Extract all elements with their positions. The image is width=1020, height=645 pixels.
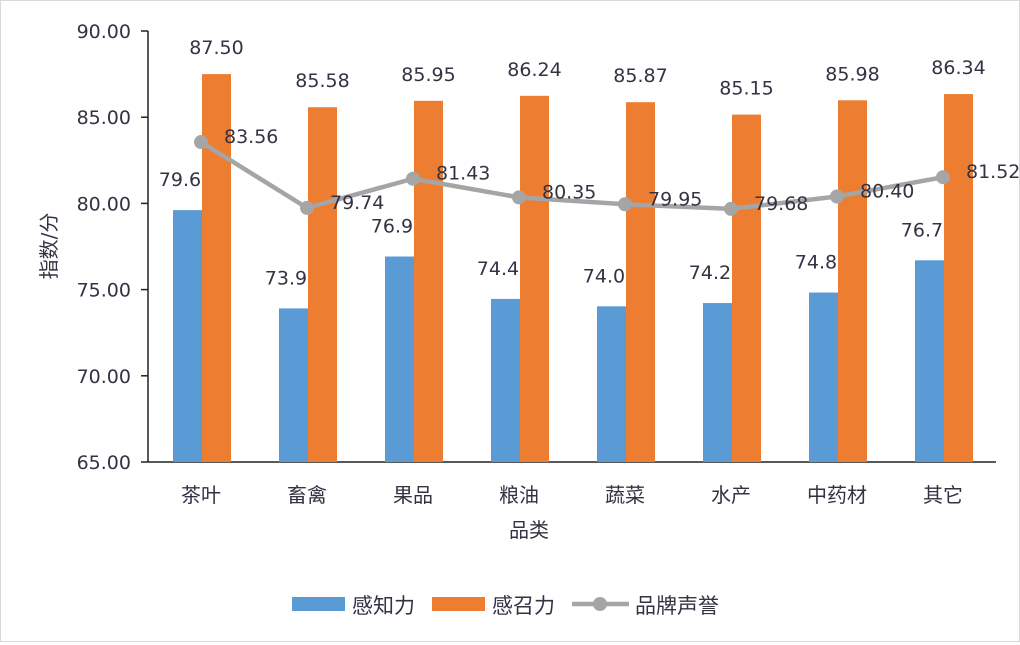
- x-tick-label: 粮油: [499, 483, 539, 507]
- data-label-品牌声誉: 79.95: [648, 188, 702, 210]
- bar-感召力: [732, 114, 761, 462]
- data-label-感知力: 79.61: [159, 169, 213, 191]
- x-tick-label: 果品: [393, 483, 433, 507]
- x-tick-label: 其它: [923, 483, 963, 507]
- bar-感知力: [279, 308, 308, 462]
- data-label-感召力: 85.15: [719, 78, 773, 100]
- y-tick-label: 75.00: [77, 280, 131, 302]
- x-tick-label: 水产: [711, 483, 751, 507]
- legend-swatch-感召力: [432, 597, 485, 611]
- y-tick-label: 80.00: [77, 193, 131, 215]
- line-point-品牌声誉: [830, 189, 844, 204]
- data-label-感召力: 87.50: [189, 37, 243, 59]
- bar-感召力: [520, 95, 549, 463]
- legend-marker-品牌声誉: [593, 597, 607, 611]
- data-label-品牌声誉: 80.35: [542, 181, 596, 203]
- legend-label-品牌声誉: 品牌声誉: [635, 594, 719, 618]
- data-label-感知力: 74.46: [477, 258, 531, 280]
- bar-感召力: [944, 94, 973, 463]
- line-point-品牌声誉: [194, 135, 208, 150]
- line-point-品牌声誉: [300, 200, 314, 215]
- legend-swatch-感知力: [292, 597, 345, 611]
- bar-感知力: [915, 260, 944, 462]
- bar-感召力: [838, 100, 867, 462]
- x-tick-label: 蔬菜: [605, 483, 645, 507]
- bar-感知力: [173, 210, 202, 462]
- line-point-品牌声誉: [512, 190, 526, 205]
- data-label-感召力: 85.87: [613, 65, 667, 87]
- data-label-感知力: 74.83: [795, 252, 849, 274]
- data-label-感知力: 76.92: [371, 215, 425, 237]
- x-tick-label: 畜禽: [287, 483, 327, 507]
- bar-感召力: [626, 102, 655, 462]
- bar-感知力: [703, 303, 732, 462]
- legend-label-感召力: 感召力: [492, 594, 555, 618]
- data-label-感召力: 86.34: [931, 57, 985, 79]
- data-label-品牌声誉: 81.52: [966, 161, 1019, 183]
- data-label-品牌声誉: 83.56: [224, 126, 278, 148]
- x-tick-label: 茶叶: [181, 483, 221, 507]
- data-label-品牌声誉: 80.40: [860, 181, 914, 203]
- bar-感召力: [414, 100, 443, 463]
- line-品牌声誉: [199, 140, 944, 212]
- x-tick-label: 中药材: [807, 483, 867, 507]
- data-label-感召力: 86.24: [507, 59, 561, 81]
- line-point-品牌声誉: [406, 171, 420, 186]
- line-point-品牌声誉: [724, 201, 738, 216]
- bar-感知力: [385, 256, 414, 462]
- line-point-品牌声誉: [618, 197, 632, 212]
- y-tick-label: 70.00: [77, 366, 131, 388]
- y-tick-label: 90.00: [77, 21, 131, 43]
- y-tick-label: 85.00: [77, 107, 131, 129]
- bar-感知力: [809, 292, 838, 462]
- data-label-感知力: 74.22: [689, 262, 743, 284]
- data-label-品牌声誉: 79.68: [754, 193, 808, 215]
- data-label-感召力: 85.95: [401, 64, 455, 86]
- y-tick-label: 65.00: [77, 452, 131, 474]
- data-label-感知力: 74.03: [583, 265, 637, 287]
- data-label-品牌声誉: 81.43: [436, 163, 490, 185]
- line-point-品牌声誉: [936, 170, 950, 185]
- data-label-感知力: 73.91: [265, 267, 319, 289]
- bar-感召力: [308, 107, 337, 462]
- bar-感知力: [491, 298, 520, 462]
- data-label-感知力: 76.70: [901, 219, 955, 241]
- y-axis-title: 指数/分: [37, 213, 61, 280]
- x-axis-title: 品类: [509, 518, 549, 542]
- legend-label-感知力: 感知力: [352, 594, 415, 618]
- data-label-感召力: 85.58: [295, 70, 349, 92]
- data-label-品牌声誉: 79.74: [330, 192, 384, 214]
- data-label-感召力: 85.98: [825, 63, 879, 85]
- bar-感知力: [597, 306, 626, 462]
